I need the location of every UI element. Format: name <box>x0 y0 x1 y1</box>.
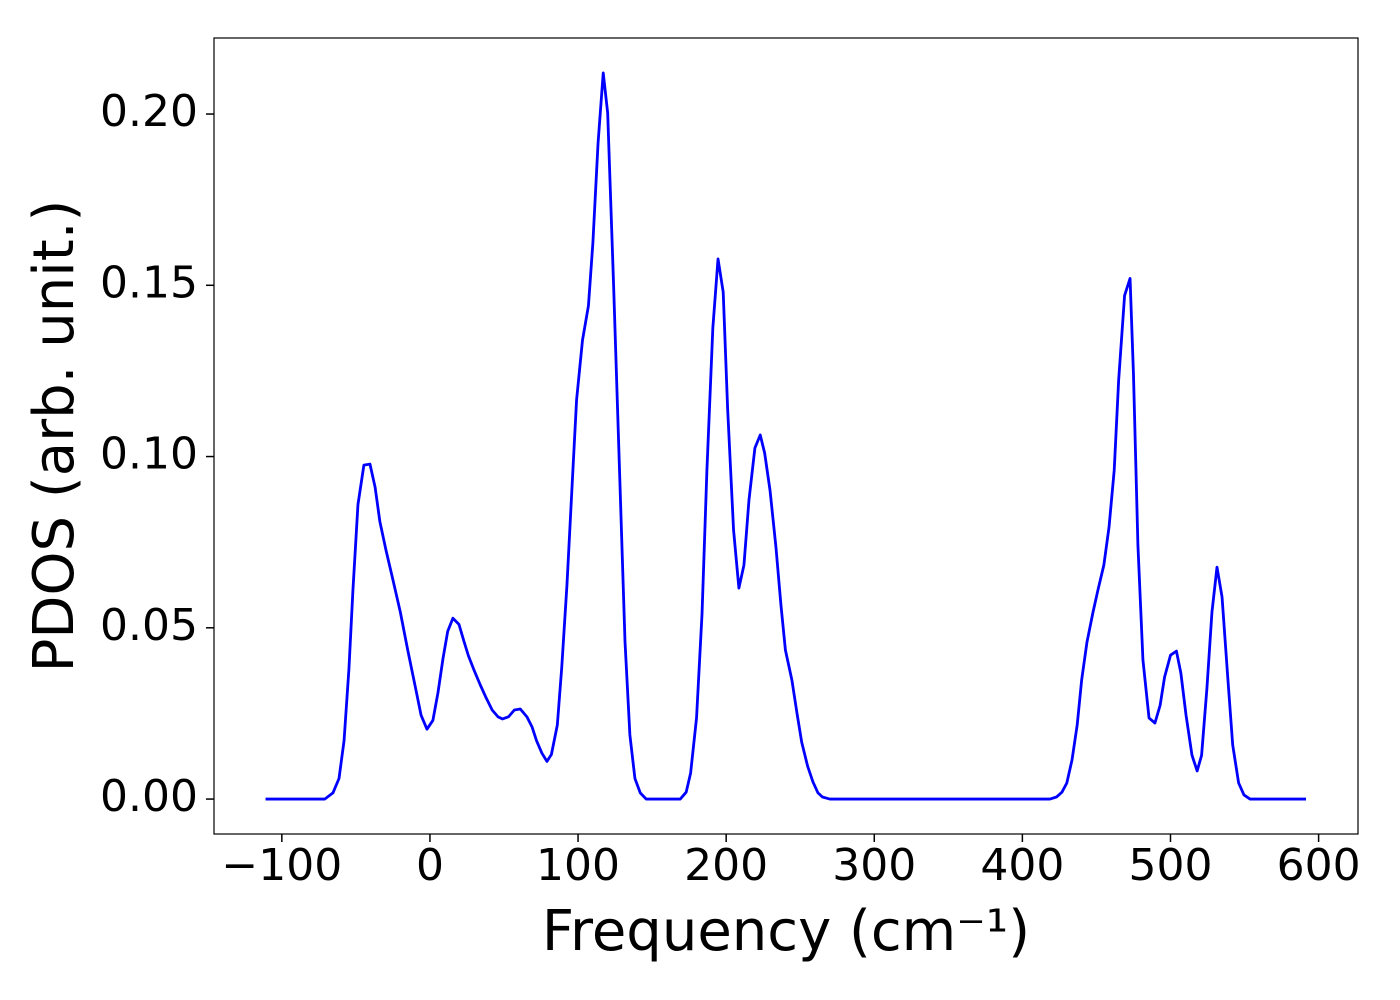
x-tick-label: 300 <box>832 840 916 891</box>
x-tick-label: 400 <box>980 840 1064 891</box>
x-tick-label: 100 <box>536 840 620 891</box>
y-tick-label: 0.05 <box>100 600 198 651</box>
y-tick-label: 0.10 <box>100 429 198 480</box>
x-tick-label: 200 <box>684 840 768 891</box>
y-tick-label: 0.15 <box>100 257 198 308</box>
y-axis-label: PDOS (arb. unit.) <box>22 200 87 673</box>
data-line <box>265 71 1307 801</box>
plot-frame <box>213 37 1359 835</box>
x-tick-label: 600 <box>1277 840 1361 891</box>
x-axis-label: Frequency (cm⁻¹) <box>542 899 1030 964</box>
x-tick-label: 0 <box>416 840 444 891</box>
x-tick-label: −100 <box>221 840 342 891</box>
y-tick-label: 0.00 <box>100 771 198 822</box>
y-tick-label: 0.20 <box>100 86 198 137</box>
x-tick-label: 500 <box>1129 840 1213 891</box>
